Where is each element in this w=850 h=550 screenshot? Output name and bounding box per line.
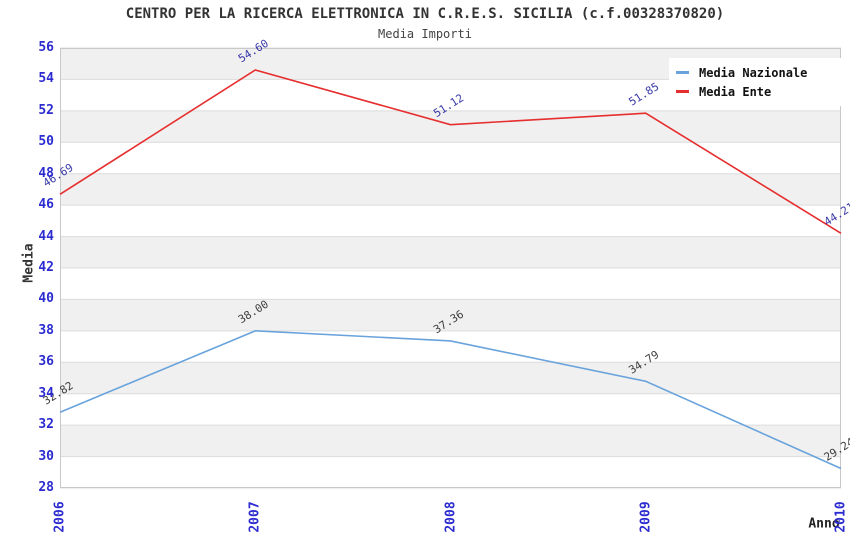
y-tick-label: 36 [38, 354, 54, 370]
plot-band [60, 173, 841, 206]
chart-subtitle: Media Importi [378, 27, 472, 41]
y-tick-label: 52 [38, 102, 54, 118]
plot-band [60, 299, 841, 331]
plot-area: 32.82 38.00 37.36 34.79 29.24 46.69 54.60 51.12… [41, 37, 850, 489]
legend-label: Media Nazionale [699, 65, 808, 80]
x-tick-label: 2008 [443, 501, 458, 533]
y-tick-label: 54 [38, 71, 54, 87]
y-tick-label: 56 [38, 40, 54, 55]
y-tick-label: 38 [38, 322, 54, 338]
y-tick-label: 30 [38, 448, 54, 464]
y-tick-label: 34 [38, 385, 54, 401]
x-tick-label: 2007 [247, 501, 263, 533]
point-label: 51.85 [626, 80, 661, 109]
series-line-1 [59, 69, 842, 234]
y-tick-label: 32 [38, 417, 54, 433]
legend-swatch-icon [676, 90, 689, 93]
legend-item: Media Ente [676, 82, 840, 101]
y-tick-label: 50 [38, 134, 54, 150]
plot-band [60, 362, 841, 394]
legend-swatch-icon [676, 71, 689, 74]
x-tick-label: 2009 [638, 501, 654, 533]
y-tick-label: 48 [38, 165, 54, 181]
plot-band [60, 236, 841, 268]
y-tick-label: 28 [38, 480, 54, 495]
plot-border [60, 48, 841, 488]
legend-label: Media Ente [699, 84, 772, 99]
y-tick-label: 40 [38, 291, 54, 307]
x-tick-label: 2006 [52, 501, 68, 533]
y-tick-label: 42 [38, 260, 54, 275]
legend-item: Media Nazionale [676, 63, 840, 82]
x-axis-title: Anno [808, 516, 840, 532]
y-tick-label: 46 [38, 197, 54, 213]
legend: Media Nazionale Media Ente [669, 58, 846, 106]
x-tick-label: 2010 [833, 501, 849, 533]
y-tick-label: 44 [38, 228, 54, 244]
series-line-0 [59, 330, 842, 470]
plot-band [60, 110, 841, 143]
chart-title: CENTRO PER LA RICERCA ELETTRONICA IN C.R… [125, 6, 725, 22]
plot-band [60, 425, 841, 457]
